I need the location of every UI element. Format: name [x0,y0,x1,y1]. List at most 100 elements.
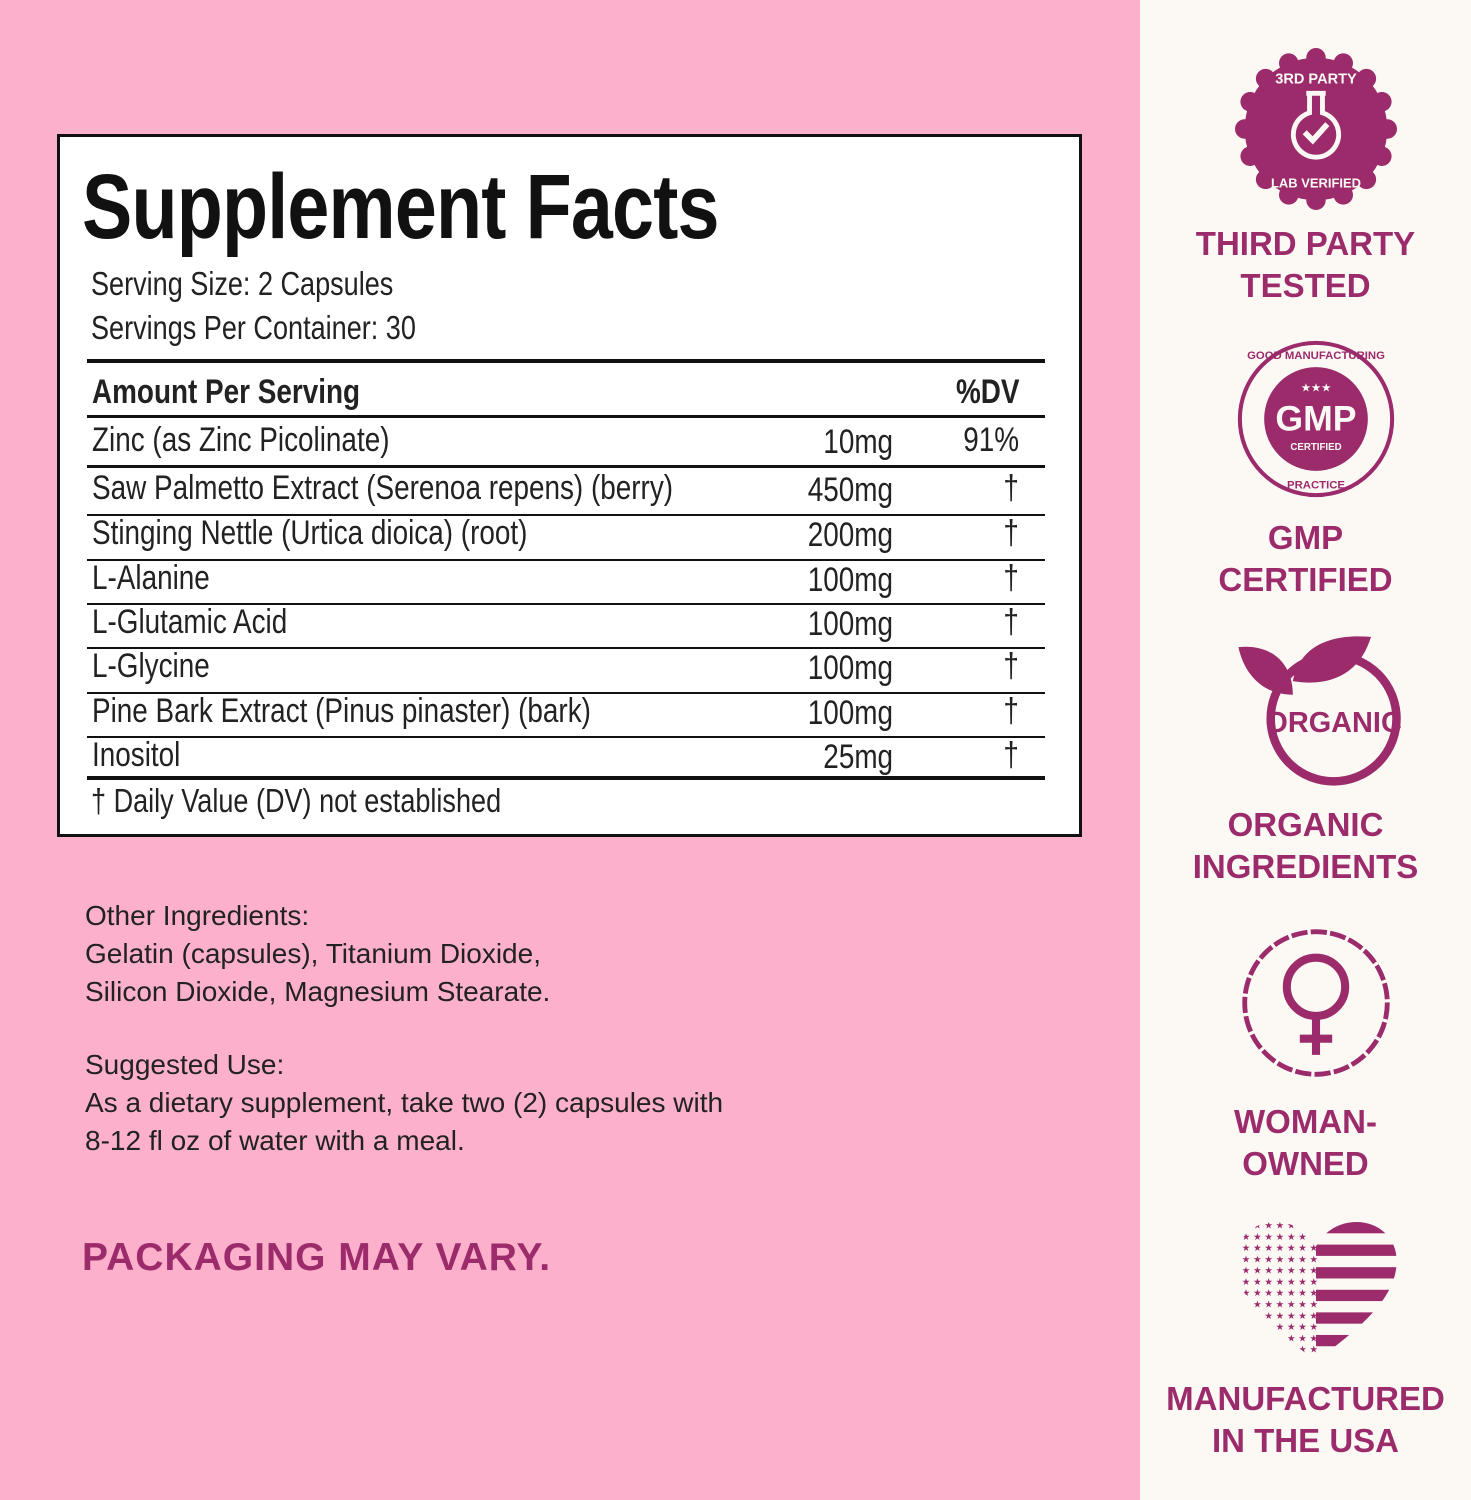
suggested-use: Suggested Use: As a dietary supplement, … [85,1046,723,1160]
table-row: L-Alanine 100mg † [87,557,1045,601]
svg-text:★: ★ [1298,1243,1307,1254]
svg-text:★: ★ [1276,1345,1285,1356]
badge-woman-owned: WOMAN- OWNED [1234,1103,1377,1182]
svg-text:★: ★ [1253,1345,1262,1356]
other-ingredients-line: Gelatin (capsules), Titanium Dioxide, [85,938,541,969]
svg-text:★: ★ [1298,1266,1307,1277]
svg-text:★: ★ [1298,1300,1307,1311]
table-row: Pine Bark Extract (Pinus pinaster) (bark… [87,690,1045,734]
suggested-use-heading: Suggested Use: [85,1049,285,1080]
svg-text:★: ★ [1287,1232,1296,1243]
svg-text:★: ★ [1287,1300,1296,1311]
svg-text:★: ★ [1276,1288,1285,1299]
table-header: Amount Per Serving %DV [87,371,1045,415]
svg-text:★: ★ [1287,1345,1296,1356]
svg-text:★: ★ [1276,1333,1285,1344]
suggested-use-line: 8-12 fl oz of water with a meal. [85,1125,465,1156]
svg-text:★: ★ [1287,1277,1296,1288]
svg-text:★: ★ [1287,1243,1296,1254]
lab-flask-seal-icon: 3RD PARTY LAB VERIFIED [1235,48,1397,210]
svg-text:★: ★ [1310,1300,1319,1311]
svg-text:★: ★ [1276,1254,1285,1265]
svg-text:★: ★ [1264,1243,1273,1254]
svg-text:CERTIFIED: CERTIFIED [1290,442,1341,453]
badge-organic: ORGANIC INGREDIENTS [1192,806,1419,885]
svg-text:★: ★ [1264,1266,1273,1277]
svg-text:★: ★ [1253,1222,1262,1231]
svg-text:★: ★ [1242,1222,1251,1231]
svg-text:★: ★ [1276,1277,1285,1288]
divider [87,736,1045,738]
svg-text:★: ★ [1298,1222,1307,1231]
other-ingredients-heading: Other Ingredients: [85,900,310,931]
svg-text:★: ★ [1253,1300,1262,1311]
header-dv: %DV [955,373,1019,411]
ingredient-amount: 100mg [807,561,893,599]
svg-text:★: ★ [1253,1232,1262,1243]
organic-leaf-icon: ORGANIC [1238,636,1402,786]
table-row: Inositol 25mg † [87,734,1045,778]
other-ingredients-line: Silicon Dioxide, Magnesium Stearate. [85,976,551,1007]
svg-text:★: ★ [1264,1277,1273,1288]
svg-text:★: ★ [1253,1288,1262,1299]
table-row: L-Glutamic Acid 100mg † [87,601,1045,645]
footnote: † Daily Value (DV) not established [91,782,502,819]
svg-text:★: ★ [1310,1333,1319,1344]
svg-text:★: ★ [1242,1266,1251,1277]
ingredient-name: L-Glutamic Acid [92,603,288,641]
svg-text:★: ★ [1310,1243,1319,1254]
svg-text:★: ★ [1298,1311,1307,1322]
ingredient-amount: 100mg [807,694,893,732]
svg-text:★: ★ [1242,1311,1251,1322]
svg-text:★: ★ [1264,1222,1273,1231]
svg-text:★: ★ [1276,1222,1285,1231]
svg-text:★: ★ [1310,1288,1319,1299]
ingredient-dv: 91% [963,421,1019,459]
ingredient-amount: 10mg [823,423,893,461]
svg-text:★: ★ [1287,1322,1296,1333]
svg-text:★: ★ [1287,1266,1296,1277]
svg-text:★: ★ [1298,1288,1307,1299]
svg-text:★: ★ [1264,1254,1273,1265]
facts-title: Supplement Facts [82,156,719,258]
svg-text:★: ★ [1242,1300,1251,1311]
usa-flag-heart-icon: ★ ★ ★ ★ ★ ★ ★★ ★ ★ ★ ★ ★ ★★ ★ ★ ★ ★ ★ ★★ ★ ★ ★ ★ ★ ★★ ★ ★ ★ ★ ★ ★★ ★ ★ ★ ★… [1242,1222,1397,1356]
ingredient-dv: † [1003,514,1019,552]
svg-text:★: ★ [1276,1243,1285,1254]
badge-made-in-usa: MANUFACTURED IN THE USA [1166,1380,1445,1459]
svg-text:★: ★ [1253,1311,1262,1322]
table-row: Saw Palmetto Extract (Serenoa repens) (b… [87,467,1045,511]
svg-text:★: ★ [1264,1300,1273,1311]
supplement-facts-label: Supplement Facts Serving Size: 2 Capsule… [57,134,1082,837]
header-amount: Amount Per Serving [92,373,361,411]
svg-text:★: ★ [1310,1266,1319,1277]
svg-text:★: ★ [1242,1277,1251,1288]
svg-text:★: ★ [1253,1322,1262,1333]
divider [87,692,1045,694]
table-row: Zinc (as Zinc Picolinate) 10mg 91% [87,419,1045,463]
svg-text:★: ★ [1298,1322,1307,1333]
ingredient-name: Saw Palmetto Extract (Serenoa repens) (b… [92,469,674,507]
svg-text:LAB VERIFIED: LAB VERIFIED [1271,175,1361,190]
ingredient-dv: † [1003,692,1019,730]
ingredient-name: L-Glycine [92,647,210,685]
svg-text:★: ★ [1287,1311,1296,1322]
svg-text:★: ★ [1276,1311,1285,1322]
svg-text:★: ★ [1298,1345,1307,1356]
svg-text:GOOD MANUFACTURING: GOOD MANUFACTURING [1247,350,1385,362]
ingredient-name: Inositol [92,736,181,774]
suggested-use-line: As a dietary supplement, take two (2) ca… [85,1087,724,1118]
svg-text:★: ★ [1310,1254,1319,1265]
svg-text:PRACTICE: PRACTICE [1287,480,1345,492]
ingredient-amount: 200mg [807,516,893,554]
svg-text:★: ★ [1298,1232,1307,1243]
divider [87,603,1045,605]
svg-text:★: ★ [1287,1254,1296,1265]
svg-text:★: ★ [1310,1222,1319,1231]
female-symbol-icon [1242,929,1390,1077]
svg-text:★: ★ [1242,1322,1251,1333]
svg-text:ORGANIC: ORGANIC [1265,707,1402,739]
other-ingredients: Other Ingredients: Gelatin (capsules), T… [85,897,550,1011]
svg-text:★: ★ [1253,1277,1262,1288]
ingredient-amount: 450mg [807,471,893,509]
